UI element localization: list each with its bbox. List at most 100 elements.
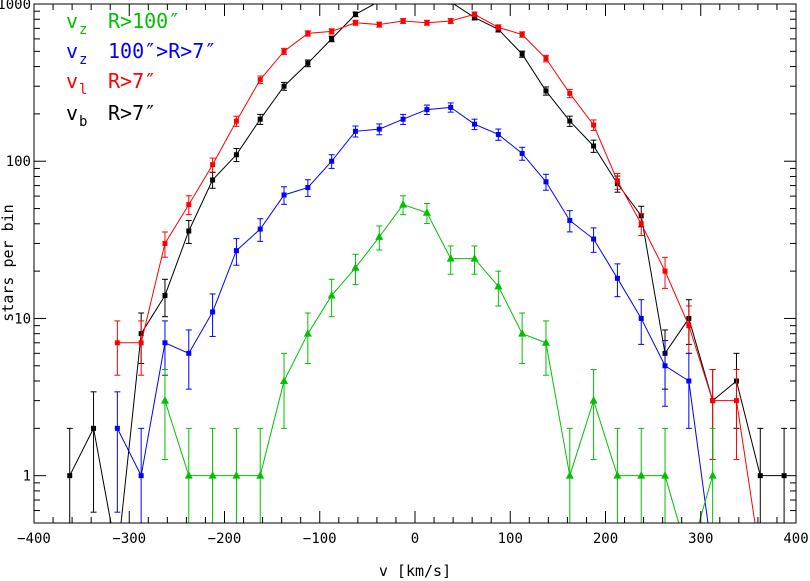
y-tick-label: 1	[23, 469, 31, 485]
data-point	[614, 178, 620, 184]
data-point	[375, 232, 384, 240]
data-point	[376, 126, 382, 132]
data-point	[352, 128, 358, 134]
data-point	[543, 56, 549, 62]
data-point	[567, 118, 573, 124]
data-point	[710, 398, 716, 404]
data-point	[281, 83, 287, 89]
data-point	[686, 323, 692, 329]
data-point	[591, 236, 597, 242]
legend: v z R>100″v z 100″>R>7″v l R>7″v b R>7″	[66, 9, 216, 130]
data-point	[210, 177, 216, 183]
data-point	[257, 226, 263, 232]
x-tick-label: −200	[208, 531, 242, 547]
data-point	[327, 290, 336, 299]
data-point	[519, 51, 525, 57]
data-point	[186, 202, 192, 208]
data-point	[567, 217, 573, 223]
data-point	[210, 162, 216, 168]
data-point	[210, 309, 216, 315]
data-point	[472, 15, 478, 21]
data-point	[565, 471, 574, 479]
data-point	[519, 150, 525, 156]
legend-sub: b	[79, 114, 87, 130]
series-line	[117, 13, 756, 523]
data-point	[541, 338, 550, 346]
data-point	[637, 471, 646, 479]
x-tick-label: 100	[498, 531, 523, 547]
data-point	[733, 398, 739, 404]
data-point	[613, 471, 622, 479]
legend-label: 100″>R>7″	[108, 39, 216, 63]
data-point	[138, 340, 144, 346]
data-point	[495, 131, 501, 137]
data-point	[233, 248, 239, 254]
data-point	[256, 471, 265, 479]
data-point	[424, 107, 430, 113]
data-point	[543, 88, 549, 94]
legend-item: v b R>7″	[66, 101, 156, 130]
y-axis-label: stars per bin	[0, 204, 17, 321]
data-point	[662, 363, 668, 369]
data-point	[352, 11, 358, 17]
data-point	[329, 36, 335, 42]
data-point	[280, 376, 289, 385]
data-point	[186, 350, 192, 356]
data-point	[162, 340, 168, 346]
legend-item: v z 100″>R>7″	[66, 39, 216, 68]
data-point	[638, 315, 644, 321]
data-point	[614, 275, 620, 281]
x-axis-label: v [km/s]	[379, 562, 451, 580]
data-point	[305, 60, 311, 66]
x-tick-label: 0	[411, 531, 419, 547]
data-point	[329, 28, 335, 34]
x-tick-label: −300	[112, 531, 146, 547]
legend-label: R>7″	[108, 69, 156, 93]
series	[114, 11, 756, 523]
data-point	[162, 292, 168, 298]
series-layer	[66, 4, 788, 523]
data-point	[114, 425, 120, 431]
legend-item: v l R>7″	[66, 69, 156, 98]
data-point	[186, 228, 192, 234]
data-point	[591, 143, 597, 149]
legend-sub: l	[79, 82, 87, 98]
data-point	[638, 221, 644, 227]
data-point	[162, 240, 168, 246]
y-tick-label: 1000	[0, 0, 31, 13]
data-point	[591, 122, 597, 128]
data-point	[448, 104, 454, 110]
data-point	[757, 473, 763, 479]
data-point	[399, 200, 408, 208]
data-point	[303, 329, 312, 337]
data-point	[422, 208, 431, 216]
data-point	[662, 268, 668, 274]
data-point	[708, 471, 717, 479]
data-point	[472, 11, 478, 17]
legend-item: v z R>100″	[66, 9, 180, 38]
data-point	[400, 116, 406, 122]
data-point	[160, 396, 169, 404]
data-point	[518, 329, 527, 337]
data-point	[281, 192, 287, 198]
data-point	[305, 30, 311, 36]
series	[160, 195, 717, 523]
legend-var: v	[66, 39, 78, 63]
legend-sub: z	[79, 22, 87, 38]
data-point	[519, 31, 525, 37]
x-tick-label: −400	[17, 531, 51, 547]
tick-labels: −400 −300 −200 −100 0 100 200 300 400 1 10 100 1000	[0, 0, 809, 547]
data-point	[257, 116, 263, 122]
data-point	[138, 473, 144, 479]
data-point	[543, 179, 549, 185]
data-point	[495, 24, 501, 30]
data-point	[661, 471, 670, 479]
data-point	[448, 18, 454, 24]
data-point	[472, 121, 478, 127]
legend-label: R>7″	[108, 101, 156, 125]
legend-label: R>100″	[108, 9, 180, 33]
data-point	[400, 18, 406, 24]
data-point	[257, 77, 263, 83]
data-point	[352, 20, 358, 26]
